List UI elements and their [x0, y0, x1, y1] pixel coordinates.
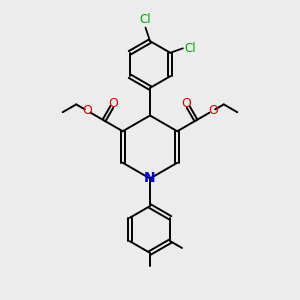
Text: N: N: [144, 172, 156, 185]
Text: O: O: [182, 97, 191, 110]
Text: Cl: Cl: [184, 42, 196, 55]
Text: O: O: [208, 104, 218, 117]
Text: O: O: [82, 104, 92, 117]
Text: O: O: [109, 97, 118, 110]
Text: Cl: Cl: [140, 13, 151, 26]
